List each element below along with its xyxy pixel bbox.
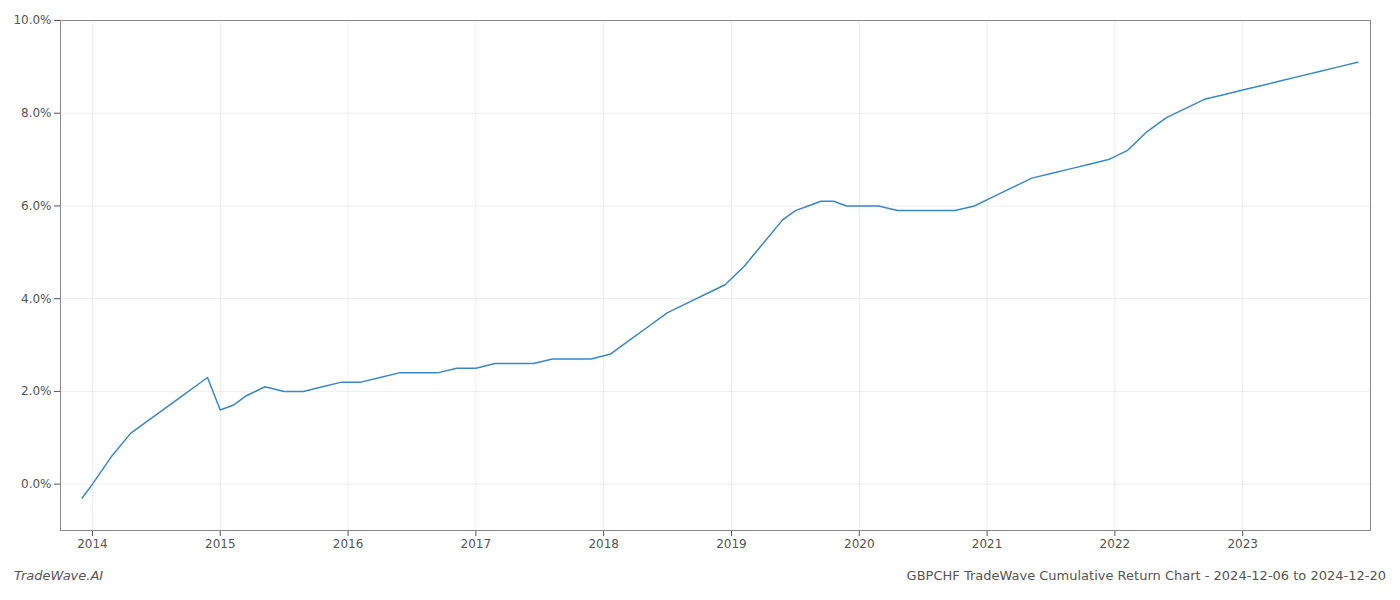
svg-text:2019: 2019 <box>716 537 747 551</box>
html-text:GBPCHF TradeWave Cumulative Re: GBPCHF TradeWave Cumulative Return Chart… <box>906 568 1386 583</box>
html-text:TradeWave.AI: TradeWave.AI <box>14 568 104 583</box>
svg-text:4.0%: 4.0% <box>21 292 52 306</box>
svg-text:8.0%: 8.0% <box>21 106 52 120</box>
svg-text:2017: 2017 <box>461 537 492 551</box>
svg-text:2018: 2018 <box>588 537 619 551</box>
svg-text:2.0%: 2.0% <box>21 384 52 398</box>
svg-text:10.0%: 10.0% <box>13 13 51 27</box>
svg-text:0.0%: 0.0% <box>21 477 52 491</box>
svg-text:6.0%: 6.0% <box>21 199 52 213</box>
svg-text:2022: 2022 <box>1100 537 1131 551</box>
svg-text:2014: 2014 <box>77 537 108 551</box>
svg-text:2015: 2015 <box>205 537 236 551</box>
svg-text:2016: 2016 <box>333 537 364 551</box>
svg-text:2023: 2023 <box>1227 537 1258 551</box>
svg-text:2021: 2021 <box>972 537 1003 551</box>
svg-text:2020: 2020 <box>844 537 875 551</box>
